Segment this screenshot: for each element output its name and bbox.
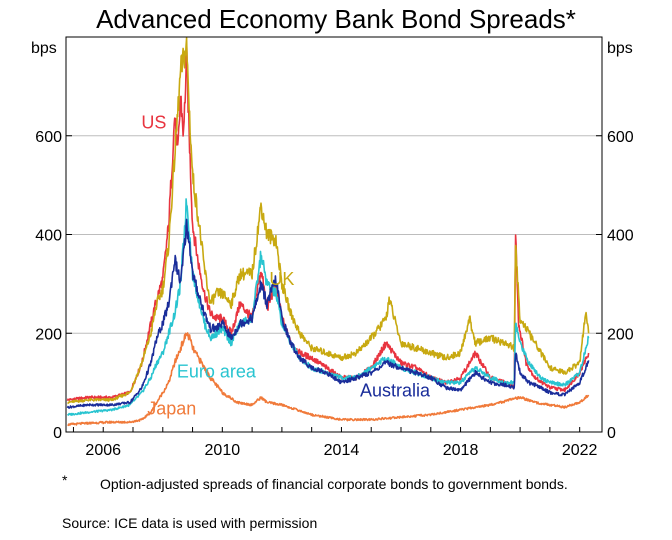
series-line-euro-area	[67, 198, 590, 416]
y-tick-label-left-0: 0	[53, 425, 62, 442]
y-tick-label-left-200: 200	[35, 326, 62, 343]
series-label-us: US	[141, 112, 166, 132]
x-tick-label-2022: 2022	[562, 442, 598, 459]
series-label-uk: UK	[269, 269, 294, 289]
x-tick-label-2010: 2010	[205, 442, 241, 459]
series-line-uk	[67, 37, 590, 405]
footnote-text: Option-adjusted spreads of financial cor…	[100, 476, 568, 492]
x-tick-label-2018: 2018	[443, 442, 479, 459]
y-tick-label-right-200: 200	[607, 326, 634, 343]
series-label-australia: Australia	[360, 380, 431, 400]
axis-ticks: 0 0 200 200 400 400 600 600 2006 2010 2014 2018 2022	[35, 129, 634, 459]
x-tick-label-2006: 2006	[85, 442, 121, 459]
series-line-australia	[66, 218, 590, 409]
gridlines	[66, 135, 602, 334]
footnote-marker: *	[62, 472, 68, 488]
chart-title: Advanced Economy Bank Bond Spreads*	[96, 4, 576, 34]
y-tick-label-right-0: 0	[607, 425, 616, 442]
y-tick-label-left-400: 400	[35, 228, 62, 245]
series-labels: US UK Euro area Australia Japan	[141, 112, 431, 418]
y-tick-label-right-400: 400	[607, 228, 634, 245]
series-label-japan: Japan	[147, 399, 196, 419]
right-axis-unit-label: bps	[607, 40, 633, 57]
bank-bond-spreads-chart: Advanced Economy Bank Bond Spreads* bps …	[31, 4, 634, 459]
source-note: Source: ICE data is used with permission	[62, 515, 318, 531]
x-tick-label-2014: 2014	[324, 442, 360, 459]
series-line-japan	[67, 332, 590, 427]
series-lines	[66, 37, 590, 427]
left-axis-unit-label: bps	[31, 40, 57, 57]
y-tick-label-left-600: 600	[35, 129, 62, 146]
y-tick-label-right-600: 600	[607, 129, 634, 146]
series-label-euro-area: Euro area	[177, 362, 257, 382]
